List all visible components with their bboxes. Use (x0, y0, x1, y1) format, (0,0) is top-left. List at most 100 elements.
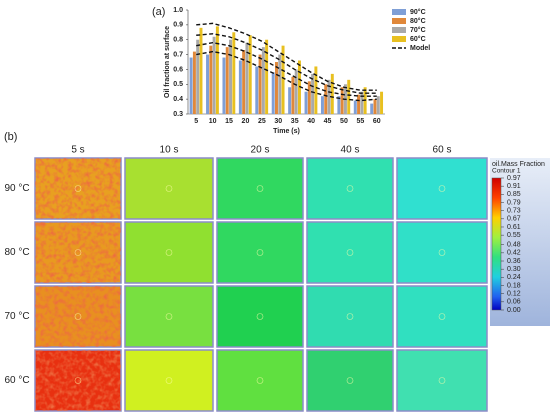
inlet-ring (438, 377, 446, 384)
legend-swatch (392, 18, 406, 24)
bar (215, 26, 219, 114)
bar (238, 60, 242, 114)
inlet-ring (346, 377, 354, 384)
contour-cell (216, 285, 304, 348)
colorbar-tick-label: 0.18 (507, 282, 521, 289)
bar (225, 47, 229, 115)
x-tick-label: 40 (307, 118, 315, 125)
contour-cell (396, 157, 488, 220)
inlet-ring (346, 313, 354, 320)
legend-swatch (392, 9, 406, 15)
column-label: 5 s (71, 145, 84, 156)
x-tick-label: 25 (258, 118, 266, 125)
bar (275, 62, 278, 114)
contour-cell (396, 285, 488, 348)
bar (370, 103, 374, 114)
inlet-ring (165, 313, 173, 320)
bar (314, 66, 318, 114)
colorbar-tick-label: 0.97 (507, 175, 521, 182)
bar (324, 84, 328, 114)
contour-cell (306, 285, 394, 348)
bar (192, 51, 196, 114)
bar (380, 91, 384, 114)
colorbar-title: oil.Mass Fraction (492, 161, 545, 168)
colorbar-tick-label: 0.55 (507, 232, 521, 239)
inlet-ring (346, 249, 354, 256)
x-tick-label: 35 (291, 118, 299, 125)
bar (360, 91, 364, 114)
colorbar-tick-label: 0.67 (507, 216, 521, 223)
bar (340, 87, 344, 114)
contour-mottle (35, 286, 121, 347)
colorbar-tick-label: 0.06 (507, 299, 521, 306)
contour-cell (216, 157, 304, 220)
x-tick-label: 60 (373, 118, 381, 125)
bar (278, 54, 282, 114)
bar (212, 36, 216, 114)
bar (311, 73, 315, 114)
contour-cell (216, 349, 304, 412)
column-label: 10 s (160, 145, 179, 156)
inlet-ring (256, 249, 264, 256)
legend-label: 60°C (410, 35, 426, 43)
bar (245, 42, 249, 114)
inlet-ring (74, 249, 82, 256)
bar (229, 39, 232, 114)
bar (206, 54, 210, 114)
bar (196, 39, 200, 114)
y-tick-label: 0.5 (173, 81, 183, 88)
contour-cell (306, 221, 394, 284)
row-label: 70 °C (4, 311, 29, 322)
colorbar-tick-label: 0.48 (507, 242, 521, 249)
x-tick-label: 15 (225, 118, 233, 125)
panel-label: (a) (152, 6, 165, 18)
legend-label: 80°C (410, 17, 426, 25)
contour-cell (306, 157, 394, 220)
bar (373, 99, 377, 114)
inlet-ring (74, 313, 82, 320)
colorbar-tick-label: 0.36 (507, 258, 521, 265)
bar (347, 79, 351, 114)
column-label: 20 s (251, 145, 270, 156)
legend-swatch (392, 36, 406, 42)
bar (353, 100, 357, 114)
colorbar-tick-label: 0.61 (507, 224, 521, 231)
x-tick-label: 20 (242, 118, 250, 125)
bar (327, 79, 331, 114)
y-tick-label: 0.9 (173, 22, 183, 29)
colorbar-tick-label: 0.00 (507, 307, 521, 314)
bar (265, 39, 269, 114)
inlet-ring (256, 185, 264, 192)
bar (261, 47, 265, 115)
bar (209, 45, 213, 114)
contour-cell (396, 221, 488, 284)
legend-label: 70°C (410, 26, 426, 34)
contour-mottle (35, 158, 121, 219)
x-tick-label: 5 (194, 118, 198, 125)
inlet-ring (346, 185, 354, 192)
bar (294, 69, 298, 114)
inlet-ring (74, 185, 82, 192)
colorbar-subtitle: Contour 1 (492, 168, 521, 175)
x-tick-label: 10 (209, 118, 217, 125)
inlet-ring (165, 249, 173, 256)
legend-label: 90°C (410, 8, 426, 16)
inlet-ring (165, 377, 173, 384)
bar (248, 35, 252, 114)
colorbar-tick-label: 0.73 (507, 208, 521, 215)
colorbar-tick-label: 0.91 (507, 183, 521, 190)
bar (357, 94, 361, 114)
y-tick-label: 0.6 (173, 66, 183, 73)
column-label: 60 s (433, 145, 452, 156)
bar (189, 57, 193, 114)
colorbar-tick-label: 0.12 (507, 291, 521, 298)
bar (376, 96, 380, 114)
bar (288, 87, 292, 114)
model-curve (196, 22, 377, 91)
x-tick-label: 55 (356, 118, 364, 125)
colorbar-tick-label: 0.85 (507, 191, 521, 198)
inlet-ring (438, 185, 446, 192)
bar (330, 73, 334, 114)
legend-label: Model (410, 45, 430, 52)
inlet-ring (256, 313, 264, 320)
